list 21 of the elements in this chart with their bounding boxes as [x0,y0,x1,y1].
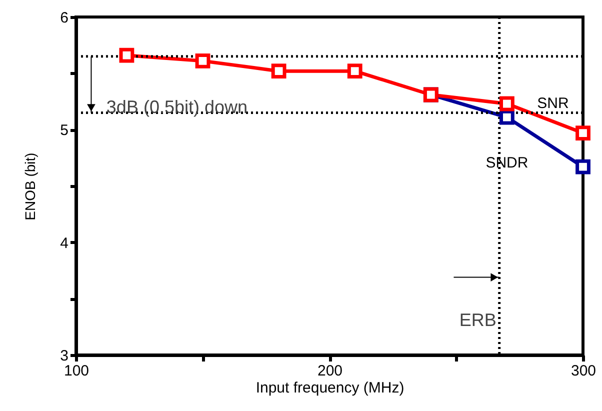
point [271,64,286,79]
y-tick-label: 6 [60,10,68,26]
point [576,159,590,174]
annotation: 3dB (0.5bit) down [106,96,248,117]
point [195,53,210,68]
y-axis-title: ENOB (bit) [22,152,38,220]
annotation: ERB [459,310,496,330]
y-tick-label: 4 [60,234,68,252]
point [119,48,134,63]
x-tick-label: 300 [570,362,596,380]
point [500,110,514,125]
x-tick-label: 200 [317,362,343,380]
point [347,64,362,79]
y-tick-label: 5 [60,122,68,140]
series-label: SNDR [486,154,528,172]
x-axis-title: Input frequency (MHz) [256,380,404,396]
series-label: SNR [537,95,569,112]
x-tick-label: 100 [64,362,90,380]
y-tick-label: 3 [60,348,68,364]
point [576,126,590,140]
point [500,96,514,112]
